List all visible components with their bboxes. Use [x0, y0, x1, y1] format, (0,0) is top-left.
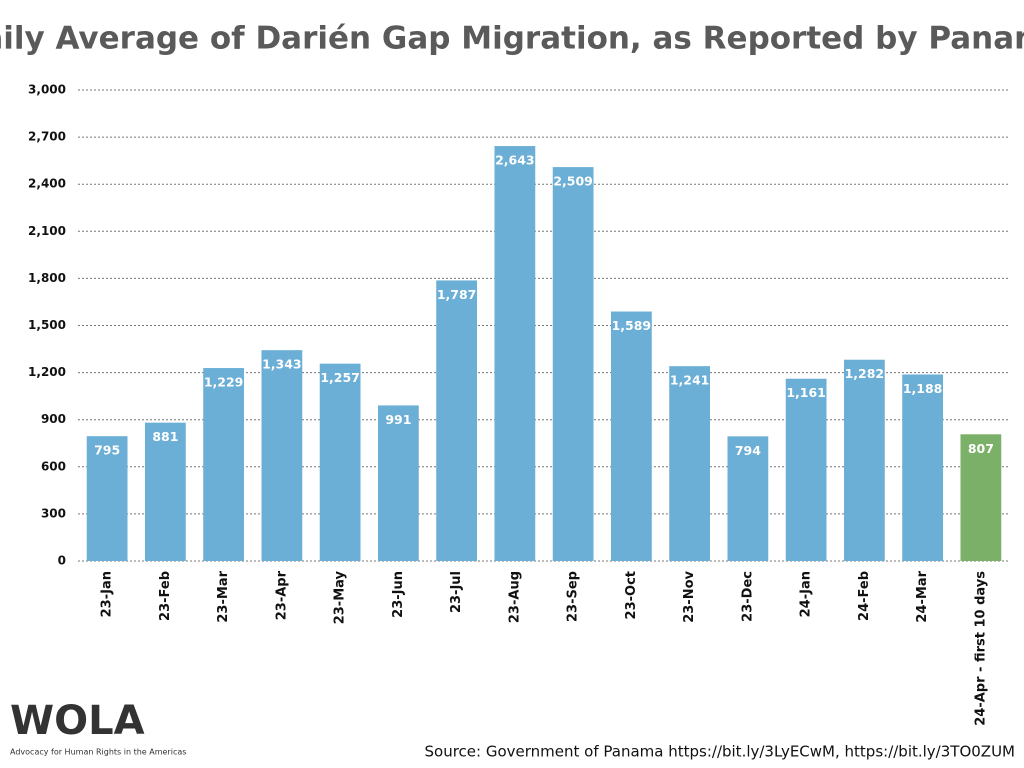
bar: [610, 311, 652, 561]
value-label: 1,257: [320, 370, 360, 385]
value-label: 1,589: [612, 318, 652, 333]
x-tick-label: 24-Mar: [915, 570, 930, 622]
value-label: 881: [152, 429, 178, 444]
x-tick-label: 23-Dec: [740, 571, 755, 622]
y-tick-label: 1,800: [28, 271, 66, 285]
bar: [552, 167, 594, 561]
bar: [494, 146, 536, 561]
bar: [843, 359, 885, 561]
bar: [377, 405, 419, 561]
x-tick-label: 23-Apr: [274, 570, 289, 620]
x-tick-label: 23-Jul: [449, 571, 464, 613]
value-label: 1,188: [903, 381, 943, 396]
y-tick-label: 3,000: [28, 83, 66, 97]
y-tick-label: 0: [58, 554, 66, 568]
x-tick-label: 24-Feb: [857, 571, 872, 621]
value-label: 1,161: [786, 385, 826, 400]
value-label: 1,787: [437, 287, 477, 302]
y-tick-label: 300: [41, 506, 66, 520]
logo: WOLA: [10, 698, 145, 744]
source: Source: Government of Panama https://bit…: [425, 743, 1015, 761]
x-tick-label: 23-Mar: [216, 570, 231, 622]
bar: [669, 366, 711, 561]
x-tick-label: 23-May: [333, 570, 348, 624]
bar: [727, 436, 769, 561]
bar: [319, 363, 361, 561]
logo-tagline: Advocacy for Human Rights in the America…: [10, 748, 186, 757]
value-label: 1,343: [262, 357, 302, 372]
bar: [203, 368, 245, 561]
x-tick-label: 23-Oct: [624, 571, 639, 619]
value-label: 991: [385, 412, 411, 427]
bar: [436, 280, 478, 561]
x-tick-label: 24-Apr - first 10 days: [973, 571, 988, 726]
value-label: 794: [735, 443, 761, 458]
x-tick-label: 23-Aug: [507, 571, 522, 623]
value-label: 2,509: [553, 174, 593, 189]
y-tick-label: 2,400: [28, 177, 66, 191]
x-tick-label: 23-Nov: [682, 570, 697, 622]
y-tick-label: 600: [41, 459, 66, 473]
bar: [261, 350, 303, 561]
bar: [785, 378, 827, 561]
value-label: 807: [968, 441, 994, 456]
value-label: 1,229: [204, 375, 244, 390]
x-tick-label: 24-Jan: [799, 571, 814, 617]
value-label: 1,241: [670, 373, 710, 388]
chart-title: Daily Average of Darién Gap Migration, a…: [0, 21, 1024, 57]
bar: [86, 436, 128, 561]
value-label: 1,282: [845, 366, 885, 381]
y-tick-label: 2,700: [28, 130, 66, 144]
bar: [144, 422, 186, 561]
x-tick-label: 23-Feb: [158, 571, 173, 621]
x-tick-label: 23-Jun: [391, 571, 406, 618]
x-tick-label: 23-Jan: [100, 571, 115, 617]
y-tick-label: 2,100: [28, 224, 66, 238]
bar: [902, 374, 944, 561]
y-tick-label: 1,500: [28, 318, 66, 332]
value-label: 795: [94, 443, 120, 458]
x-tick-label: 23-Sep: [566, 571, 581, 622]
bar: [960, 434, 1002, 561]
y-tick-label: 900: [41, 412, 66, 426]
value-label: 2,643: [495, 153, 535, 168]
y-tick-label: 1,200: [28, 365, 66, 379]
